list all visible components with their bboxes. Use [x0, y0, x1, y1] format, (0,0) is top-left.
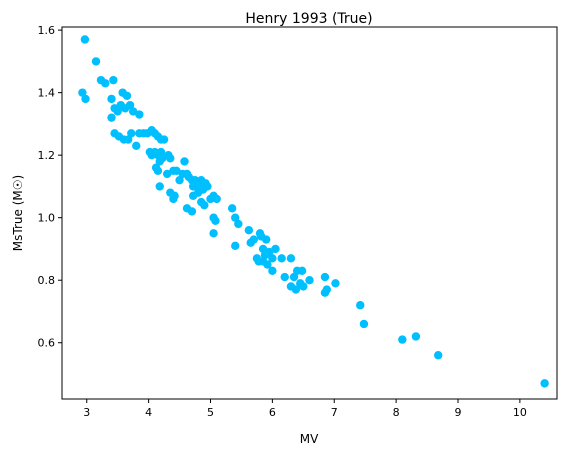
x-tick-label: 3 — [83, 406, 90, 419]
data-point — [128, 107, 138, 116]
data-point — [411, 332, 421, 341]
data-point — [268, 254, 277, 263]
data-point — [91, 57, 101, 66]
data-point — [107, 113, 116, 122]
data-point — [107, 94, 116, 104]
data-point — [305, 276, 314, 285]
data-point — [398, 335, 407, 344]
y-tick-label: 1.6 — [38, 24, 56, 37]
data-point — [299, 282, 308, 291]
data-point — [212, 194, 221, 204]
data-point — [125, 100, 135, 110]
data-point — [289, 272, 299, 282]
data-point — [286, 254, 296, 263]
data-point — [271, 244, 280, 254]
data-point — [320, 272, 330, 282]
data-points — [78, 35, 549, 388]
data-point — [268, 266, 277, 276]
y-tick-label: 1.4 — [38, 87, 56, 100]
data-point — [359, 319, 369, 329]
data-point — [211, 216, 220, 226]
data-point — [170, 191, 179, 201]
x-tick-label: 6 — [269, 406, 276, 419]
x-tick-label: 7 — [331, 406, 338, 419]
data-point — [291, 285, 301, 294]
data-point — [155, 182, 164, 191]
data-point — [175, 175, 184, 185]
data-point — [193, 188, 203, 197]
y-tick-label: 0.6 — [38, 337, 56, 350]
data-point — [166, 154, 175, 163]
data-point — [197, 197, 206, 207]
data-point — [187, 207, 197, 216]
data-point — [113, 107, 122, 116]
y-axis-ticks: 0.6 0.8 1.0 1.2 1.4 1.6 — [38, 24, 62, 350]
y-tick-label: 1.2 — [38, 149, 56, 162]
data-point — [356, 301, 365, 310]
data-point — [162, 169, 172, 179]
x-tick-label: 10 — [513, 406, 527, 419]
data-point — [156, 147, 166, 157]
data-point — [320, 288, 330, 297]
plot-frame — [61, 26, 558, 400]
data-point — [81, 94, 90, 104]
data-point — [263, 260, 272, 269]
data-point — [280, 272, 289, 282]
data-point — [244, 225, 254, 235]
data-point — [249, 235, 259, 244]
data-point — [101, 79, 110, 88]
x-axis-ticks: 3 4 5 6 7 8 9 10 — [83, 399, 527, 419]
data-point — [277, 254, 286, 263]
y-tick-label: 1.0 — [38, 212, 56, 225]
x-tick-label: 8 — [393, 406, 400, 419]
data-point — [331, 279, 340, 288]
data-point — [231, 241, 240, 251]
data-point — [159, 135, 169, 144]
y-axis-label: MsTrue (M☉) — [11, 175, 25, 251]
data-point — [135, 110, 144, 119]
data-point — [261, 235, 271, 244]
chart-title: Henry 1993 (True) — [245, 11, 372, 27]
data-point — [172, 166, 181, 175]
data-point — [153, 166, 163, 175]
data-point — [227, 204, 237, 213]
x-tick-label: 5 — [207, 406, 214, 419]
data-point — [132, 141, 141, 150]
data-point — [434, 351, 443, 360]
data-point — [122, 91, 132, 100]
data-point — [127, 129, 136, 138]
y-tick-label: 0.8 — [38, 274, 56, 287]
data-point — [209, 229, 218, 238]
data-point — [155, 157, 164, 166]
data-point — [180, 157, 189, 166]
data-point — [109, 75, 118, 85]
data-point — [234, 219, 243, 229]
data-point — [265, 247, 274, 257]
data-point — [78, 88, 87, 97]
data-point — [203, 182, 212, 191]
data-point — [124, 135, 133, 144]
x-axis-label: MV — [300, 432, 319, 446]
data-point — [297, 266, 307, 276]
x-tick-label: 4 — [145, 406, 152, 419]
x-tick-label: 9 — [455, 406, 462, 419]
data-point — [231, 213, 240, 222]
data-point — [540, 379, 549, 388]
data-point — [80, 35, 90, 44]
